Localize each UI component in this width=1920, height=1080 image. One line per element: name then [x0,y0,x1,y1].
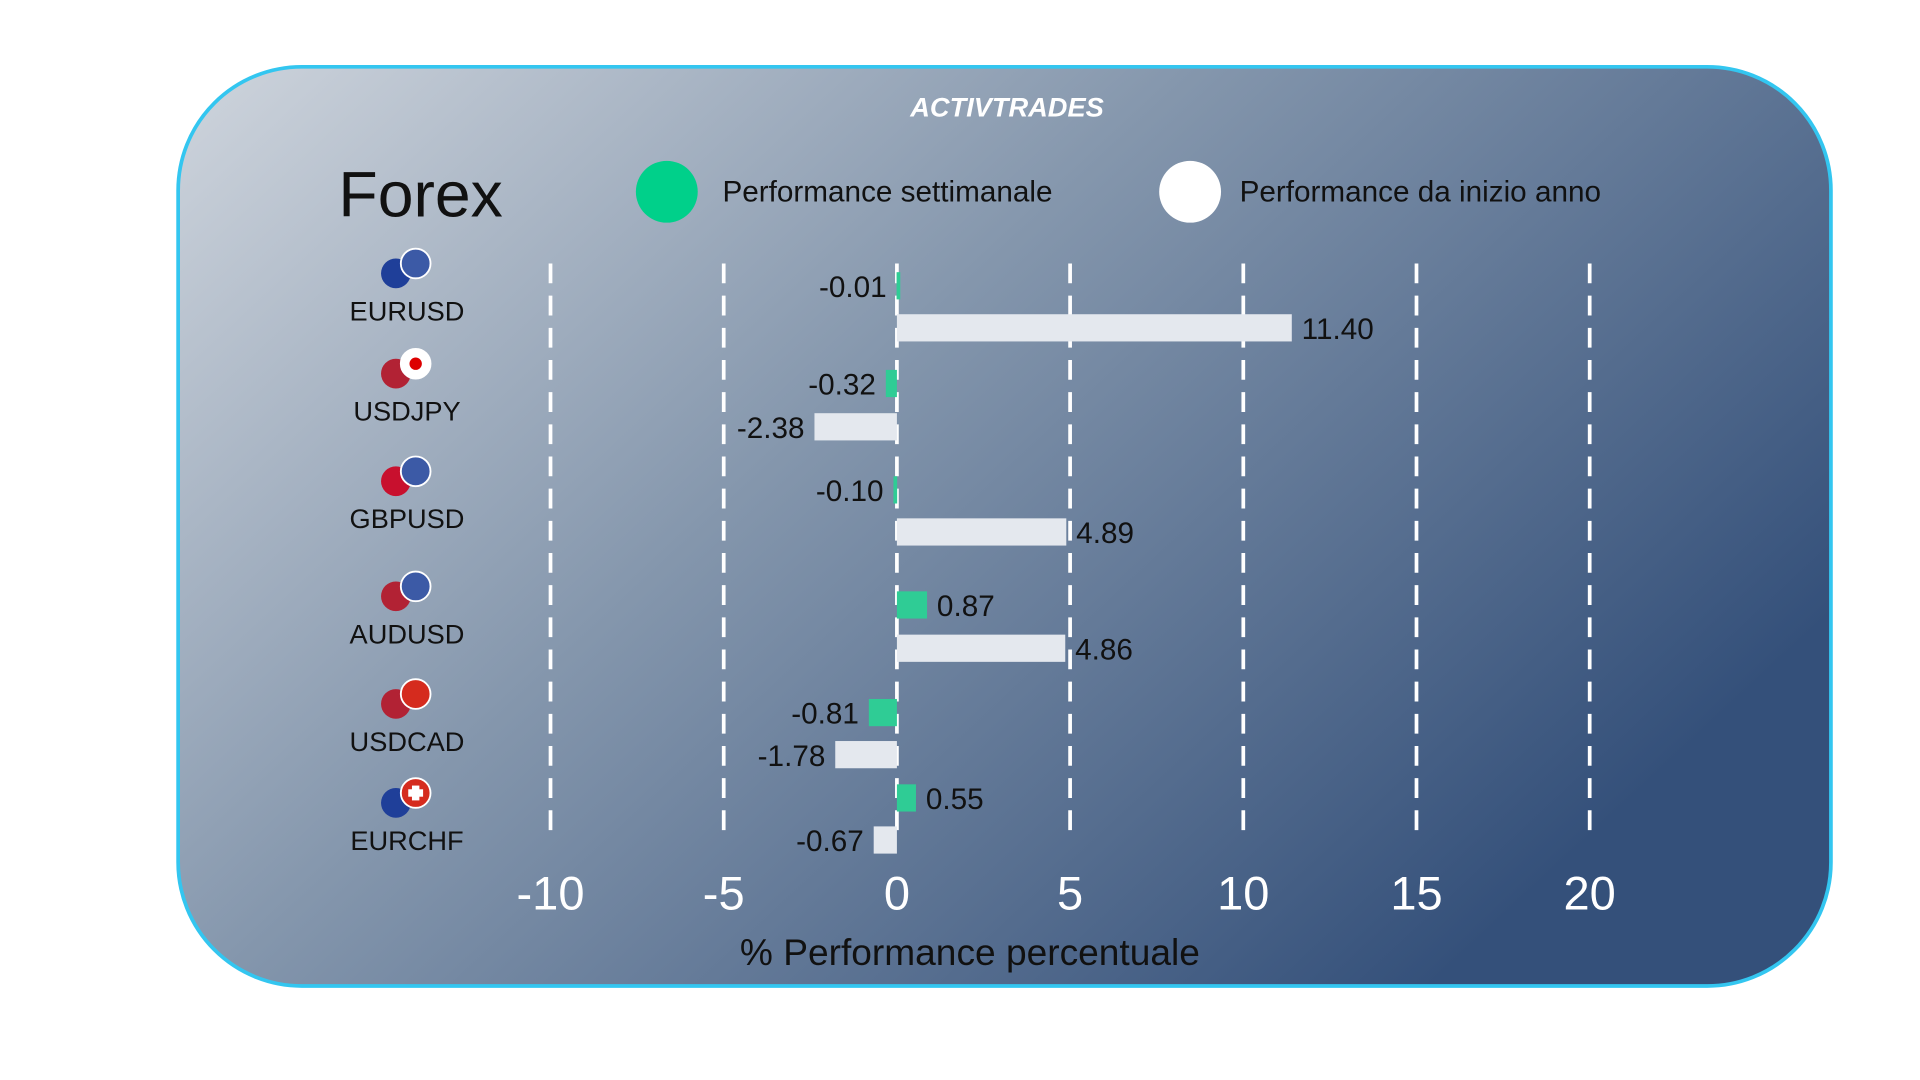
au-us-flags-icon [381,570,432,612]
x-ticks: -10 -5 0 5 10 15 20 [517,866,1616,919]
data-label: 0.55 [926,783,984,816]
legend-ytd-swatch [1159,160,1222,223]
data-label: -0.32 [808,369,876,402]
legend-weekly-label: Performance settimanale [722,176,1052,209]
data-label: -0.10 [816,475,884,508]
weekly-bar [868,698,897,727]
data-label: -0.01 [819,271,887,304]
data-label: 4.89 [1076,517,1134,550]
x-tick-label: 5 [1057,866,1083,919]
weekly-bar [893,476,898,504]
ytd-bar [814,413,897,441]
category-label: GBPUSD [350,503,465,534]
x-tick-label: -5 [703,866,745,919]
legend-weekly-swatch [635,160,698,223]
weekly-bar [885,369,897,398]
weekly-bar [896,272,901,300]
brand-logo: ACTIVTRADES [909,91,1103,122]
category-label: EURUSD [350,295,465,326]
us-ca-flags-icon [381,678,432,719]
x-axis-label: % Performance percentuale [740,931,1200,973]
ytd-bar [896,634,1066,662]
legend-ytd-label: Performance da inizio anno [1240,176,1601,209]
bars: -0.01 11.40 -0.32-2.38 -0.10 4.89 0.87 4.86 -0.… [737,271,1374,858]
x-tick-label: 0 [884,866,910,919]
category-label: USDJPY [353,396,460,427]
ytd-bar [873,826,897,854]
ytd-bar [896,518,1067,546]
category-label: AUDUSD [350,618,465,649]
data-label: 0.87 [937,590,995,623]
data-label: 11.40 [1302,313,1374,346]
x-tick-label: 15 [1390,866,1442,919]
x-tick-label: 20 [1564,866,1616,919]
category-labels: EURUSD USDJPY GBPUSD AUDUSD USDCAD EURCHF [350,247,465,856]
weekly-bar [896,591,928,619]
x-tick-label: -10 [517,866,585,919]
category-label: EURCHF [350,825,463,856]
data-label: -2.38 [737,412,805,445]
data-label: -1.78 [758,740,826,773]
x-tick-label: 10 [1217,866,1269,919]
weekly-bar [896,784,916,812]
legend: Performance settimanale Performance da i… [635,160,1601,223]
data-label: 4.86 [1075,633,1133,666]
chart-title: Forex [338,158,502,230]
category-label: USDCAD [350,726,465,757]
ytd-bar [835,741,897,769]
ytd-bar [896,314,1292,342]
data-label: -0.81 [791,698,859,731]
data-label: -0.67 [796,825,864,858]
eu-us-flags-icon [381,247,432,289]
gb-us-flags-icon [381,455,432,497]
us-jp-flags-icon [381,347,432,389]
eu-ch-flags-icon [381,777,432,818]
